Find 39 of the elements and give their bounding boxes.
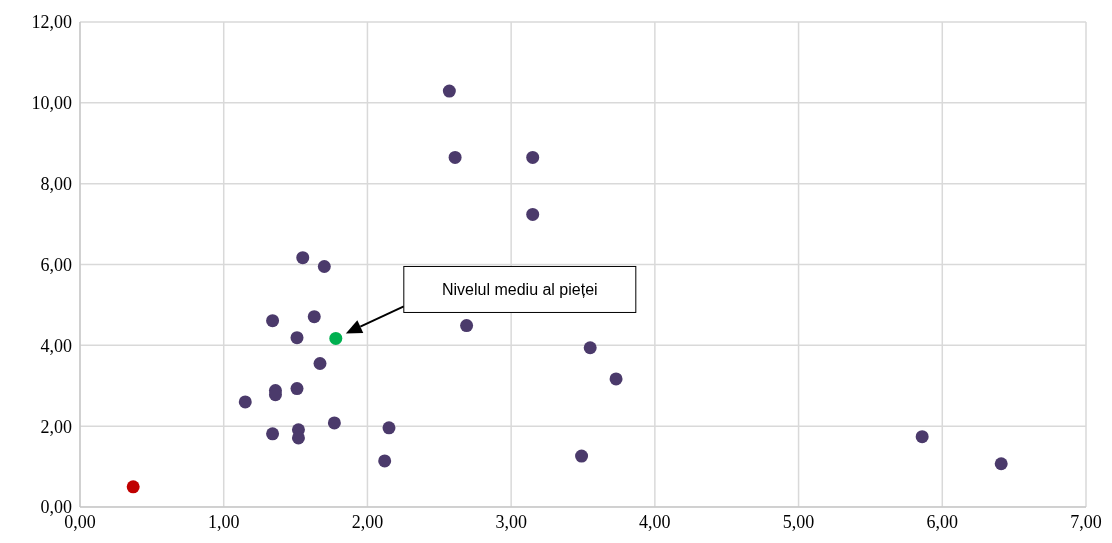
y-tick-label: 12,00 [31, 12, 72, 33]
x-tick-label: 5,00 [782, 511, 815, 532]
y-tick-label: 6,00 [40, 254, 72, 275]
x-tick-label: 3,00 [495, 511, 527, 532]
y-tick-label: 8,00 [40, 174, 72, 195]
point [126, 480, 140, 494]
annotation: Nivelul mediu al pieței [441, 281, 598, 299]
point [266, 427, 280, 441]
point [296, 251, 310, 265]
point [915, 430, 929, 444]
point [291, 431, 305, 445]
y-tick-label: 10,00 [31, 93, 72, 114]
x-tick-label: 4,00 [639, 511, 671, 532]
point [290, 331, 304, 345]
point [526, 207, 540, 221]
point [290, 382, 304, 396]
point [448, 150, 462, 164]
point [307, 310, 321, 324]
x-tick-label: 1,00 [207, 511, 240, 532]
y-tick-label: 4,00 [40, 335, 72, 356]
point [378, 454, 392, 468]
x-tick-label: 2,00 [351, 511, 384, 532]
point [609, 372, 623, 386]
point [994, 457, 1008, 471]
x-tick-label: 7,00 [1070, 511, 1102, 532]
point [238, 395, 252, 409]
x-tick-label: 6,00 [926, 511, 959, 532]
point [460, 319, 474, 333]
y-tick-label: 2,00 [40, 416, 72, 437]
point [526, 150, 540, 164]
point [327, 416, 341, 430]
point [317, 260, 331, 274]
point [583, 341, 597, 355]
point [266, 314, 280, 328]
point [382, 421, 396, 435]
point [575, 449, 589, 463]
point [313, 357, 327, 371]
point [442, 84, 456, 98]
point [329, 331, 343, 345]
